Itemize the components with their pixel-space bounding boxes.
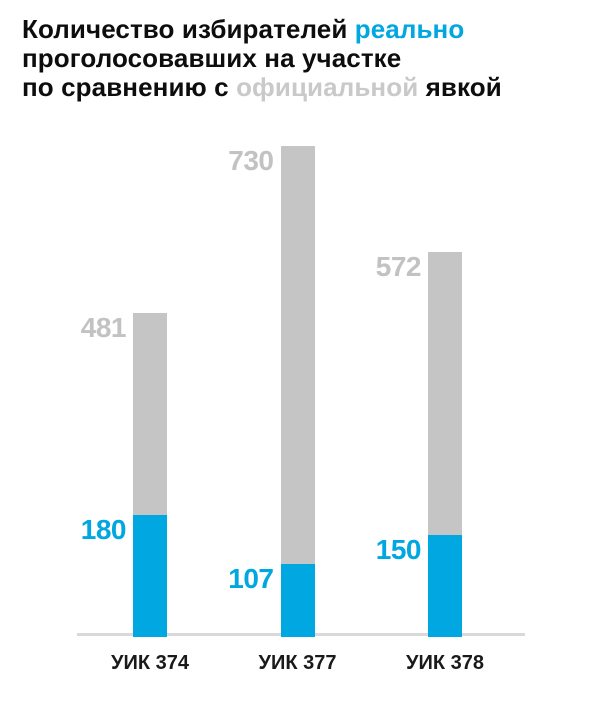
title-highlight-real: реально — [354, 14, 465, 44]
category-label: УИК 378 — [406, 652, 484, 674]
value-official: 730 — [228, 145, 274, 176]
category-label: УИК 377 — [258, 652, 337, 674]
title-line-2: проголосовавших на участке — [22, 44, 502, 73]
category-label: УИК 374 — [111, 652, 189, 674]
chart-title: Количество избирателей реально проголосо… — [22, 15, 502, 102]
title-line-3: по сравнению с официальной явкой — [22, 73, 502, 102]
bar-real — [133, 515, 167, 637]
bar-real — [280, 564, 315, 637]
value-real: 150 — [375, 534, 422, 565]
value-real: 180 — [80, 514, 127, 545]
value-official: 572 — [375, 251, 422, 282]
value-official: 481 — [80, 312, 127, 343]
title-text-2: проголосовавших на участке — [22, 43, 402, 73]
value-real: 107 — [228, 563, 274, 594]
title-line-1: Количество избирателей реально — [22, 15, 502, 44]
title-text-1: Количество избирателей — [22, 14, 355, 44]
bar-real — [428, 535, 462, 637]
title-muted-official: официальной — [236, 72, 419, 102]
title-text-3: по сравнению с — [22, 72, 237, 102]
bar-official — [280, 146, 315, 637]
title-text-4: явкой — [418, 72, 502, 102]
